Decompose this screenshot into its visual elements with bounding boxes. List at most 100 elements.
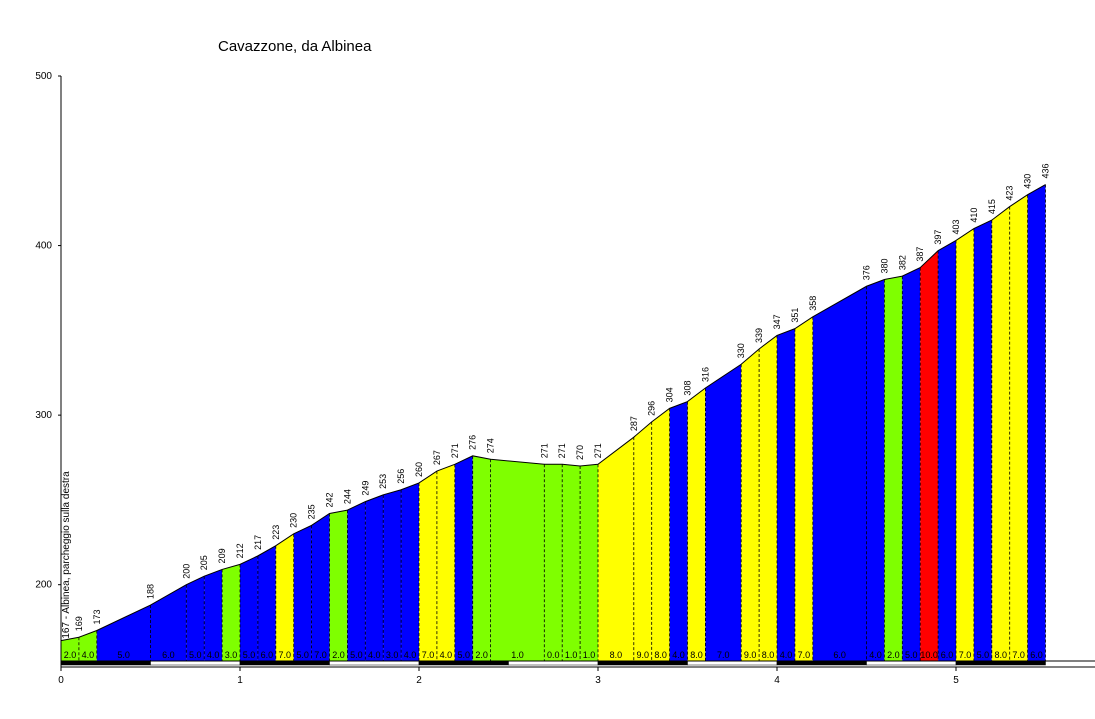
- segment-39: [920, 250, 939, 662]
- elevation-label-26: 287: [629, 416, 639, 431]
- grade-labels: 2.0 4.0 5.0 6.0 5.0 4.0 3.0 5.0 6.0 7.0 5.0 7.0 2.0 5…: [64, 650, 1043, 660]
- segment-23: [562, 464, 581, 661]
- distance-strip-9: [866, 660, 957, 666]
- segment-30: [705, 364, 742, 661]
- segment-15: [383, 489, 402, 661]
- distance-strip-10: [955, 660, 1046, 666]
- distance-strip-6: [597, 660, 688, 666]
- segment-35: [812, 286, 867, 661]
- elevation-label-2: 173: [92, 609, 102, 624]
- elevation-label-41: 403: [951, 219, 961, 234]
- elevation-label-45: 430: [1023, 174, 1033, 189]
- distance-strip-2: [239, 660, 330, 666]
- segment-25: [598, 437, 634, 661]
- elevation-label-3: 188: [146, 584, 156, 599]
- segment-33: [777, 328, 795, 661]
- grade-label-32: 8.0: [762, 650, 775, 660]
- elevation-label-21: 274: [486, 438, 496, 453]
- elevation-labels: 169 173 188 200 205 209 212 217 223 230 235 242 244 2…: [74, 163, 1051, 631]
- elevation-label-9: 223: [271, 525, 281, 540]
- elevation-label-40: 397: [933, 230, 943, 245]
- segment-11: [311, 513, 330, 661]
- elevation-label-17: 260: [414, 462, 424, 477]
- elevation-label-43: 415: [987, 199, 997, 214]
- grade-label-30: 7.0: [717, 650, 730, 660]
- grade-label-29: 8.0: [690, 650, 703, 660]
- segment-7: [240, 555, 258, 661]
- elevation-label-27: 296: [647, 401, 657, 416]
- elevation-label-34: 351: [790, 308, 800, 323]
- distance-strip-4: [418, 660, 509, 666]
- grade-label-20: 2.0: [475, 650, 488, 660]
- segment-44: [1009, 194, 1028, 661]
- segment-20: [472, 455, 491, 661]
- segment-36: [866, 279, 885, 661]
- grade-label-34: 7.0: [798, 650, 811, 660]
- grade-label-42: 5.0: [977, 650, 990, 660]
- gradient-segments: [61, 184, 1046, 662]
- elevation-label-11: 235: [307, 504, 317, 519]
- x-tick-label-0: 0: [58, 675, 64, 686]
- start-point-label: 167 - Albinea, parcheggio sulla destra: [61, 471, 72, 639]
- segment-27: [651, 408, 670, 661]
- segment-5: [204, 569, 223, 661]
- grade-label-9: 7.0: [278, 650, 291, 660]
- grade-label-16: 4.0: [404, 650, 417, 660]
- elevation-label-12: 242: [325, 492, 335, 507]
- elevation-label-1: 169: [74, 616, 84, 631]
- y-tick-label-1: 300: [35, 410, 52, 421]
- segment-6: [222, 564, 240, 661]
- grade-label-24: 1.0: [583, 650, 596, 660]
- grade-label-39: 10.0: [920, 650, 938, 660]
- segment-dividers: [78, 184, 1046, 661]
- segment-14: [365, 494, 384, 661]
- grade-label-5: 4.0: [207, 650, 220, 660]
- grade-label-10: 5.0: [296, 650, 309, 660]
- elevation-label-28: 304: [665, 387, 675, 402]
- elevation-label-35: 358: [808, 296, 818, 311]
- grade-label-31: 9.0: [744, 650, 757, 660]
- elevation-label-10: 230: [289, 513, 299, 528]
- distance-strip-3: [329, 660, 420, 666]
- segment-17: [419, 471, 437, 661]
- segment-19: [454, 455, 473, 661]
- segment-32: [759, 335, 777, 661]
- segment-24: [580, 464, 598, 661]
- grade-label-8: 6.0: [261, 650, 274, 660]
- elevation-label-31: 330: [736, 343, 746, 358]
- grade-label-15: 3.0: [386, 650, 399, 660]
- grade-label-27: 8.0: [654, 650, 667, 660]
- grade-label-12: 2.0: [332, 650, 345, 660]
- elevation-label-39: 387: [915, 247, 925, 262]
- grade-label-45: 6.0: [1030, 650, 1043, 660]
- segment-10: [293, 525, 312, 661]
- x-tick-label-5: 5: [953, 675, 959, 686]
- grade-label-35: 6.0: [833, 650, 846, 660]
- grade-label-23: 1.0: [565, 650, 578, 660]
- segment-37: [884, 276, 903, 661]
- grade-label-1: 4.0: [82, 650, 95, 660]
- grade-label-13: 5.0: [350, 650, 363, 660]
- segment-22: [544, 464, 563, 661]
- elevation-label-19: 271: [450, 443, 460, 458]
- segment-12: [329, 510, 348, 661]
- grade-label-0: 2.0: [64, 650, 77, 660]
- elevation-label-16: 256: [396, 469, 406, 484]
- profile-outline: [60, 184, 1046, 642]
- grade-label-4: 5.0: [189, 650, 202, 660]
- elevation-label-23: 271: [557, 443, 567, 458]
- y-tick-label-2: 400: [35, 241, 52, 252]
- grade-label-17: 7.0: [422, 650, 435, 660]
- segment-2: [96, 605, 151, 661]
- distance-strip-0: [60, 660, 151, 666]
- segment-8: [257, 545, 276, 661]
- y-tick-label-0: 200: [35, 580, 52, 591]
- segment-26: [633, 421, 652, 661]
- elevation-label-5: 205: [199, 555, 209, 570]
- x-tick-label-2: 2: [416, 675, 422, 686]
- segment-21: [490, 459, 545, 661]
- grade-label-18: 4.0: [440, 650, 453, 660]
- segment-16: [401, 482, 419, 661]
- elevation-label-30: 316: [700, 367, 710, 382]
